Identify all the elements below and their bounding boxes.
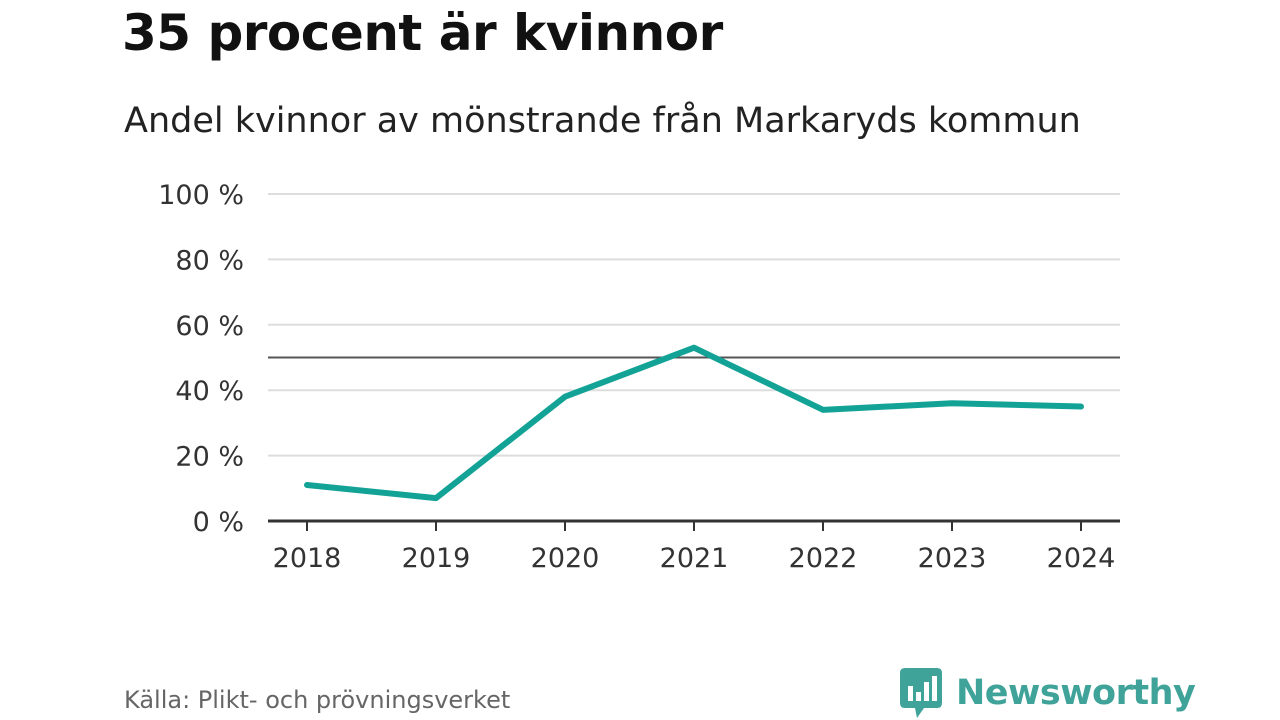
x-tick-label: 2024 [1047,543,1116,574]
chart-subtitle: Andel kvinnor av mönstrande från Markary… [124,101,1081,141]
x-tick-label: 2020 [531,543,600,574]
brand-name: Newsworthy [956,673,1196,713]
source-note: Källa: Plikt- och prövningsverket [124,686,511,714]
y-tick-label: 0 % [193,507,244,538]
y-tick-label: 100 % [158,180,244,211]
x-tick-label: 2018 [273,543,342,574]
x-tick-label: 2021 [660,543,729,574]
y-tick-label: 60 % [175,311,244,342]
y-tick-label: 80 % [175,245,244,276]
x-tick-label: 2023 [918,543,987,574]
series-line [304,344,1084,502]
x-tick-label: 2022 [789,543,858,574]
brand-logo: Newsworthy [900,668,1196,718]
chart-title: 35 procent är kvinnor [122,4,723,62]
y-tick-label: 40 % [175,376,244,407]
y-tick-label: 20 % [175,442,244,473]
newsworthy-logo-icon [900,668,942,718]
x-tick-label: 2019 [402,543,471,574]
